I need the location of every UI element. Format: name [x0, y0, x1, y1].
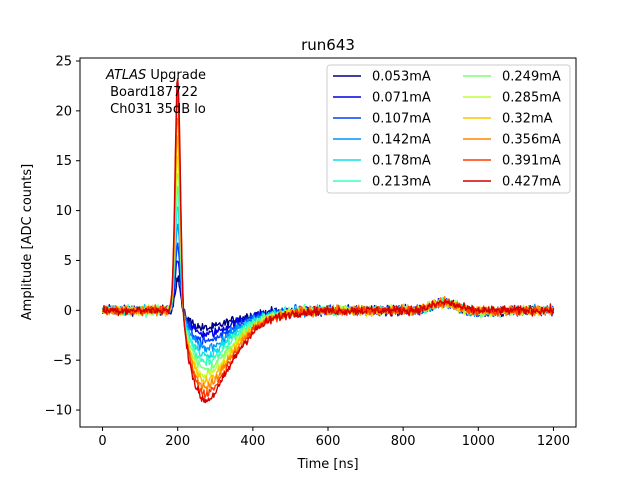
legend-entry: 0.356mA	[502, 133, 561, 148]
x-axis-label: Time [ns]	[296, 457, 358, 472]
x-tick-label: 0	[98, 434, 106, 449]
legend-entry: 0.32mA	[502, 112, 553, 127]
legend-entry: 0.427mA	[502, 175, 561, 190]
legend-entry: 0.249mA	[502, 70, 561, 85]
legend-entry: 0.285mA	[502, 91, 561, 106]
y-tick-label: −10	[45, 404, 72, 419]
x-tick-label: 1000	[462, 434, 495, 449]
y-tick-label: 20	[55, 104, 72, 119]
annotation-line-1: ATLAS Upgrade	[105, 68, 206, 83]
y-tick-label: 25	[55, 54, 72, 69]
y-axis: −10 −5 0 5 10 15 20 25	[45, 54, 80, 419]
legend-entry: 0.213mA	[372, 175, 431, 190]
y-tick-label: 10	[55, 204, 72, 219]
atlas-annotation: ATLAS Upgrade Board187722 Ch031 35dB lo	[105, 68, 206, 117]
legend-entry: 0.053mA	[372, 70, 431, 85]
legend-entry: 0.391mA	[502, 154, 561, 169]
annotation-upgrade: Upgrade	[146, 68, 206, 83]
y-tick-label: −5	[53, 354, 72, 369]
legend-entry: 0.142mA	[372, 133, 431, 148]
x-tick-label: 1200	[537, 434, 570, 449]
y-tick-label: 5	[64, 254, 72, 269]
x-tick-label: 400	[240, 434, 265, 449]
legend-entry: 0.178mA	[372, 154, 431, 169]
series-line-0.427mA	[102, 78, 555, 404]
series-group	[101, 78, 555, 404]
chart-title: run643	[301, 36, 355, 54]
y-axis-label: Amplitude [ADC counts]	[20, 164, 35, 320]
annotation-atlas: ATLAS	[105, 68, 146, 83]
annotation-line-3: Ch031 35dB lo	[106, 102, 206, 117]
legend-entry: 0.107mA	[372, 112, 431, 127]
legend-box	[326, 64, 571, 194]
x-axis: 0 200 400 600 800 1000 1200	[98, 427, 570, 449]
y-tick-label: 15	[55, 154, 72, 169]
y-tick-label: 0	[64, 304, 72, 319]
legend: 0.053mA 0.071mA 0.107mA 0.142mA 0.178mA 0.213…	[326, 64, 571, 194]
x-tick-label: 600	[316, 434, 341, 449]
x-tick-label: 800	[391, 434, 416, 449]
x-tick-label: 200	[165, 434, 190, 449]
annotation-line-2: Board187722	[106, 85, 198, 100]
legend-entry: 0.071mA	[372, 91, 431, 106]
